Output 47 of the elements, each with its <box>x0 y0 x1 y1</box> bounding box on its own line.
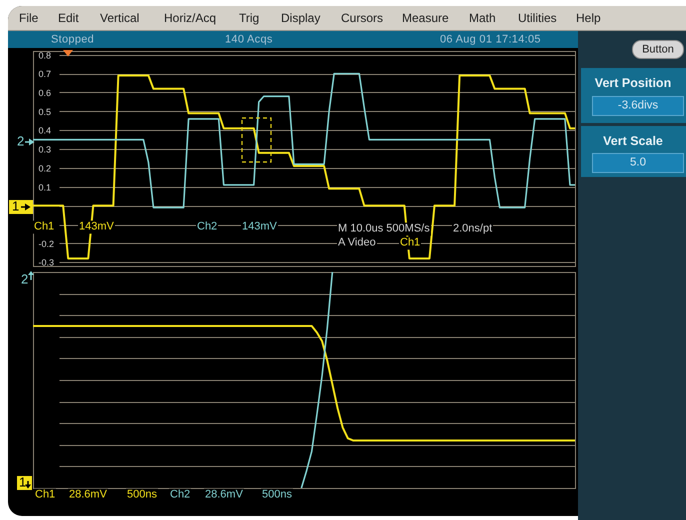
text: Vert Scale <box>603 134 663 148</box>
y-tick-label: 0.7 <box>38 69 52 80</box>
text: Stopped <box>51 34 94 46</box>
y-tick-label: -0.2 <box>38 238 54 249</box>
y-tick-label: -0.3 <box>38 258 54 268</box>
text: 28.6mV <box>68 488 108 502</box>
y-tick-label: 0.3 <box>38 144 52 155</box>
text-field: -3.6divs <box>592 96 684 116</box>
annotation: A Video <box>337 236 377 250</box>
y-tick-label: 0.5 <box>38 106 52 117</box>
y-tick-label: 0.4 <box>38 126 52 136</box>
text: 06 Aug 01 17:14:05 <box>440 34 541 46</box>
text: Ch2 <box>169 488 192 502</box>
annotation: 2.0ns/pt <box>452 222 494 236</box>
text: Horiz/Acq <box>164 11 216 26</box>
text: 1 <box>12 198 20 214</box>
annotation: 143mV <box>78 220 115 234</box>
text: 140 Acqs <box>225 34 273 46</box>
y-tick-label: 0.6 <box>38 88 52 98</box>
text: Ch1 <box>34 488 56 502</box>
text: Utilities <box>518 11 557 26</box>
button: Button <box>632 40 684 59</box>
annotation: Ch1 <box>399 236 422 250</box>
text: 1 <box>19 474 26 490</box>
text: 500ns <box>261 488 293 502</box>
text: Display <box>281 11 320 26</box>
text: 500ns <box>126 488 158 502</box>
text: Trig <box>239 11 260 26</box>
series-label: Ch1 <box>33 220 56 234</box>
annotation: 143mV <box>241 220 278 234</box>
text: Math <box>469 11 496 26</box>
annotation: M 10.0us 500MS/s <box>337 222 431 236</box>
text: 28.6mV <box>204 488 244 502</box>
text: Edit <box>58 11 79 26</box>
text: Vert Position <box>594 76 672 90</box>
text: Measure <box>402 11 449 26</box>
text: Help <box>576 11 601 26</box>
y-tick-label: 0.1 <box>38 182 52 192</box>
y-tick-label: 0.2 <box>38 163 52 174</box>
text: File <box>19 11 38 26</box>
y-tick-label: 0.8 <box>38 50 52 60</box>
text: Cursors <box>341 11 384 26</box>
text: 2 <box>21 272 28 288</box>
text-field: 5.0 <box>592 153 684 173</box>
text: Vertical <box>100 11 140 26</box>
text: 2 <box>17 134 24 150</box>
series-label: Ch2 <box>196 220 218 234</box>
